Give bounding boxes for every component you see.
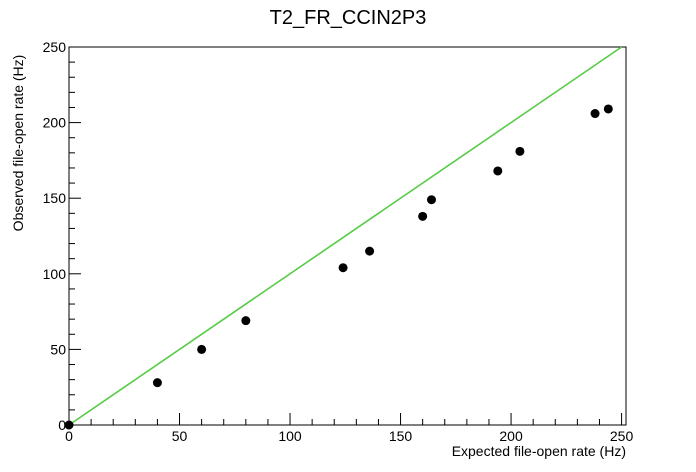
data-point — [493, 166, 503, 176]
y-tick-label: 50 — [50, 341, 66, 357]
x-tick-label: 100 — [278, 428, 302, 444]
x-tick-label: 50 — [172, 428, 188, 444]
plot-frame — [68, 46, 627, 426]
data-point — [152, 378, 162, 388]
data-point — [426, 195, 436, 205]
x-tick-label: 200 — [499, 428, 523, 444]
x-tick-label: 0 — [65, 428, 73, 444]
data-point — [241, 316, 251, 326]
y-tick-label: 150 — [43, 190, 67, 206]
data-point — [515, 146, 525, 156]
data-point — [338, 263, 348, 273]
reference-line — [68, 46, 623, 426]
data-point — [418, 211, 428, 221]
data-points — [64, 104, 613, 430]
data-point — [197, 344, 207, 354]
y-tick-label: 200 — [43, 115, 67, 131]
y-tick-label: 0 — [58, 417, 66, 433]
data-point — [64, 420, 74, 430]
data-point — [365, 246, 375, 256]
axes: 0 50 100 150 200 250 0 50 100 150 200 250 — [43, 39, 634, 444]
data-point — [603, 104, 613, 114]
y-tick-label: 250 — [43, 39, 67, 55]
data-point — [590, 109, 600, 119]
chart-title: T2_FR_CCIN2P3 — [270, 7, 427, 29]
y-tick-label: 100 — [43, 266, 67, 282]
y-axis-label: Observed file-open rate (Hz) — [10, 55, 26, 232]
x-tick-label: 250 — [610, 428, 634, 444]
x-axis-label: Expected file-open rate (Hz) — [452, 443, 626, 459]
reference-line-group — [68, 46, 623, 426]
x-tick-label: 150 — [389, 428, 413, 444]
